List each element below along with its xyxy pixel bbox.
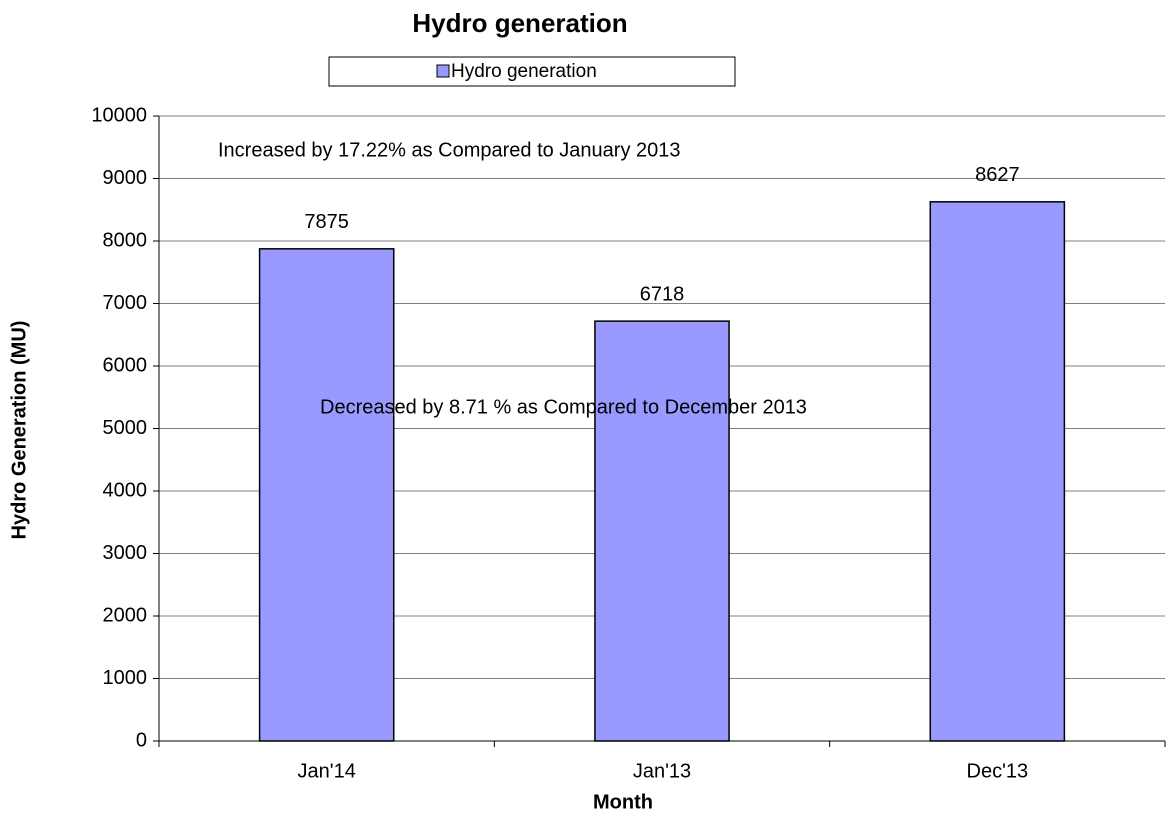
chart-title: Hydro generation xyxy=(412,8,627,38)
y-tick-label: 5000 xyxy=(103,417,148,439)
y-tick-label: 6000 xyxy=(103,354,148,376)
x-axis-label: Month xyxy=(593,791,653,813)
y-tick-label: 0 xyxy=(136,729,147,751)
y-tick-label: 4000 xyxy=(103,479,148,501)
y-tick-label: 8000 xyxy=(103,229,148,251)
y-tick-label: 10000 xyxy=(91,104,147,126)
annotation: Increased by 17.22% as Compared to Janua… xyxy=(218,139,681,161)
legend-label: Hydro generation xyxy=(451,61,597,82)
data-label: 8627 xyxy=(975,164,1020,186)
bar xyxy=(929,201,1066,742)
y-tick-label: 2000 xyxy=(103,604,148,626)
bar xyxy=(594,320,730,742)
bar xyxy=(258,248,395,742)
y-axis-label: Hydro Generation (MU) xyxy=(8,321,30,540)
x-tick-label: Jan'13 xyxy=(633,760,691,782)
y-tick-label: 9000 xyxy=(103,167,148,189)
y-tick-label: 7000 xyxy=(103,292,148,314)
annotation: Decreased by 8.71 % as Compared to Decem… xyxy=(320,396,807,418)
y-tick-label: 3000 xyxy=(103,542,148,564)
x-tick-label: Jan'14 xyxy=(298,760,356,782)
legend-swatch xyxy=(436,64,450,78)
legend-box xyxy=(328,56,736,87)
data-label: 7875 xyxy=(304,211,349,233)
data-label: 6718 xyxy=(640,283,685,305)
x-tick-label: Dec'13 xyxy=(967,760,1029,782)
y-tick-label: 1000 xyxy=(103,667,148,689)
